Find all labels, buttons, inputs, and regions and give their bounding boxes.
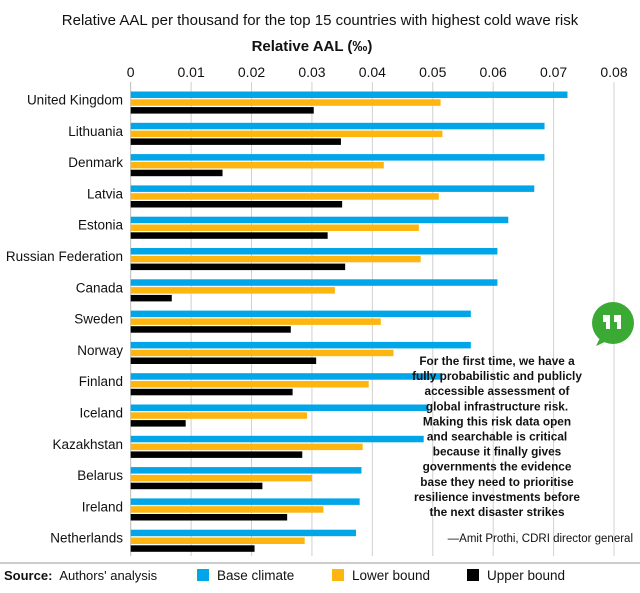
- bar-base-climate: [130, 154, 545, 161]
- bar-base-climate: [130, 404, 429, 411]
- legend-swatch: [197, 569, 209, 581]
- category-label: Lithuania: [68, 124, 123, 139]
- x-tick-label: 0: [127, 64, 135, 80]
- bar-upper-bound: [130, 138, 341, 145]
- bar-upper-bound: [130, 201, 343, 208]
- x-tick-label: 0.07: [540, 64, 567, 80]
- x-tick-label: 0.04: [359, 64, 386, 80]
- bar-base-climate: [130, 341, 471, 349]
- bar-base-climate: [130, 373, 443, 380]
- x-tick-label: 0.06: [480, 64, 507, 80]
- bar-lower-bound: [130, 255, 421, 263]
- bar-upper-bound: [130, 545, 255, 552]
- category-label: Ireland: [82, 499, 123, 514]
- quote-line: For the first time, we have a: [419, 354, 575, 368]
- legend-label: Upper bound: [487, 568, 565, 583]
- bar-base-climate: [130, 435, 424, 443]
- category-label: Canada: [76, 280, 124, 295]
- source-label: Source:: [4, 568, 52, 583]
- quote-bubble-icon: [592, 302, 634, 346]
- x-axis-title: Relative AAL (‰): [252, 38, 373, 55]
- bar-upper-bound: [130, 388, 293, 396]
- bar-upper-bound: [130, 326, 291, 333]
- bar-lower-bound: [130, 443, 363, 451]
- legend-label: Lower bound: [352, 568, 430, 583]
- x-tick-label: 0.08: [600, 64, 627, 80]
- bar-lower-bound: [130, 349, 394, 357]
- category-label: Sweden: [74, 312, 123, 327]
- bar-base-climate: [130, 467, 362, 474]
- x-tick-label: 0.02: [238, 64, 265, 80]
- bar-upper-bound: [130, 169, 223, 177]
- category-label: Belarus: [77, 468, 123, 483]
- bar-upper-bound: [130, 451, 303, 458]
- bar-upper-bound: [130, 107, 314, 114]
- quote-line: because it finally gives: [433, 445, 562, 459]
- quote-line: fully probabilistic and publicly: [412, 369, 582, 383]
- source-text: Authors' analysis: [59, 568, 157, 583]
- bar-lower-bound: [130, 99, 441, 106]
- bar-lower-bound: [130, 474, 312, 482]
- legend-swatch: [332, 569, 344, 581]
- category-label: Netherlands: [50, 531, 123, 546]
- bar-lower-bound: [130, 381, 369, 388]
- legend-label: Base climate: [217, 568, 294, 583]
- bar-lower-bound: [130, 506, 324, 513]
- bar-lower-bound: [130, 318, 381, 325]
- bar-base-climate: [130, 91, 568, 98]
- quote-line: Making this risk data open: [423, 414, 571, 428]
- bar-upper-bound: [130, 232, 328, 239]
- legend: Base climate Lower bound Upper bound: [197, 568, 565, 583]
- source-note: Source: Authors' analysis: [4, 568, 158, 583]
- quote-attribution: —Amit Prothi, CDRI director general: [448, 533, 633, 545]
- bar-base-climate: [130, 216, 509, 224]
- bar-lower-bound: [130, 287, 335, 294]
- x-tick-label: 0.03: [298, 64, 325, 80]
- bar-lower-bound: [130, 193, 439, 200]
- category-label: Iceland: [79, 406, 123, 421]
- bar-upper-bound: [130, 294, 172, 302]
- bar-base-climate: [130, 185, 535, 192]
- x-tick-label: 0.05: [419, 64, 446, 80]
- bar-lower-bound: [130, 537, 305, 544]
- quote-line: base they need to prioritise: [420, 475, 574, 489]
- bar-base-climate: [130, 498, 360, 505]
- category-label: Finland: [79, 374, 123, 389]
- quote-line: accessible assessment of: [425, 384, 570, 398]
- bar-upper-bound: [130, 263, 346, 271]
- category-label: Latvia: [87, 186, 124, 201]
- category-label: Denmark: [68, 155, 123, 170]
- category-label: United Kingdom: [27, 93, 123, 108]
- category-label: Estonia: [78, 218, 124, 233]
- bar-lower-bound: [130, 412, 308, 419]
- bar-upper-bound: [130, 357, 317, 364]
- quote-line: resilience investments before: [414, 490, 580, 504]
- bar-base-climate: [130, 122, 545, 130]
- quote-line: and searchable is critical: [427, 430, 567, 444]
- category-label: Norway: [77, 343, 123, 358]
- bar-upper-bound: [130, 514, 288, 521]
- quote-line: governments the evidence: [423, 460, 572, 474]
- x-tick-label: 0.01: [177, 64, 204, 80]
- bar-base-climate: [130, 279, 498, 286]
- bar-base-climate: [130, 310, 471, 318]
- bar-base-climate: [130, 529, 357, 537]
- bar-lower-bound: [130, 161, 384, 169]
- category-label: Kazakhstan: [52, 437, 123, 452]
- quote-line: global infrastructure risk.: [426, 399, 568, 413]
- chart-title: Relative AAL per thousand for the top 15…: [62, 12, 579, 29]
- bar-base-climate: [130, 248, 498, 255]
- quote-line: the next disaster strikes: [429, 505, 565, 519]
- category-label: Russian Federation: [6, 249, 123, 264]
- bar-lower-bound: [130, 224, 419, 231]
- bar-lower-bound: [130, 130, 443, 138]
- legend-swatch: [467, 569, 479, 581]
- bar-upper-bound: [130, 420, 186, 427]
- bar-upper-bound: [130, 482, 263, 490]
